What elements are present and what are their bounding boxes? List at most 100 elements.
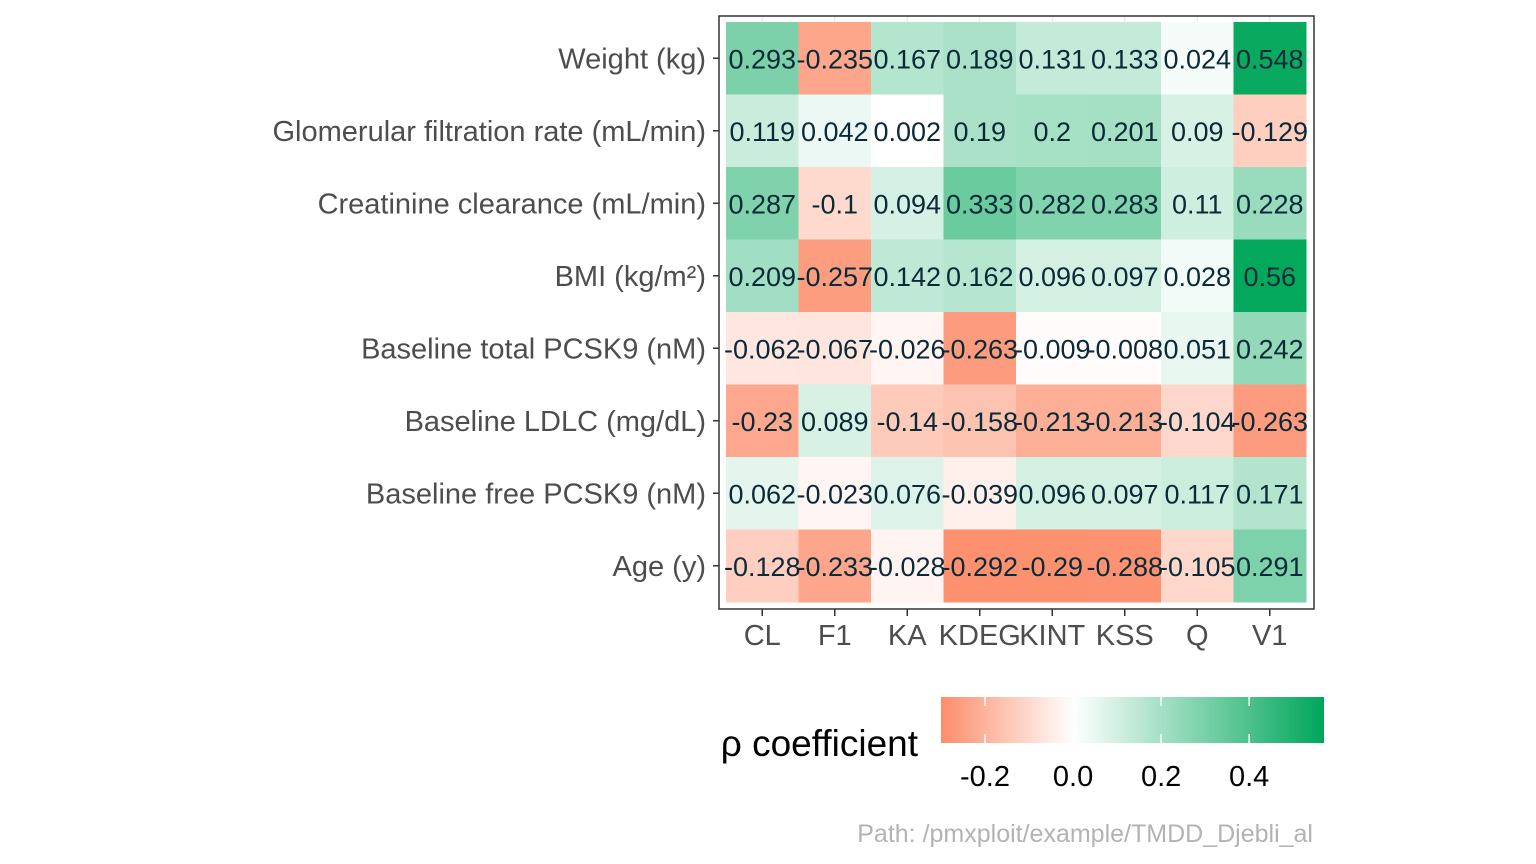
heatmap-cell <box>726 167 799 240</box>
heatmap-cell <box>726 457 799 530</box>
legend-tick-label: -0.2 <box>960 761 1010 793</box>
heatmap-cell <box>871 94 944 168</box>
heatmap-cell <box>798 457 872 530</box>
cell-value-label: -0.158 <box>941 407 1018 437</box>
cell-value-label: -0.128 <box>724 552 801 582</box>
cell-value-label: 0.028 <box>1163 262 1231 292</box>
cell-value-label: 0.089 <box>801 407 869 437</box>
heatmap-cell <box>1016 312 1089 385</box>
cell-value-label: 0.189 <box>946 44 1014 74</box>
cell-value-label: -0.1 <box>811 189 858 219</box>
heatmap-cell <box>1161 22 1234 95</box>
legend-tick-label: 0.4 <box>1229 761 1269 793</box>
legend-ticks: -0.2 0.0 0.2 0.4 <box>960 697 1269 793</box>
cell-value-label: 0.094 <box>873 189 941 219</box>
cell-value-label: 0.228 <box>1236 189 1304 219</box>
cell-value-label: 0.171 <box>1236 479 1304 509</box>
cell-value-label: 0.333 <box>946 189 1014 219</box>
heatmap-cell <box>1088 312 1162 385</box>
heatmap-cell <box>798 239 872 313</box>
cell-value-label: 0.051 <box>1163 334 1231 364</box>
x-tick-label: Q <box>1186 620 1209 652</box>
heatmap-cell <box>1088 167 1162 240</box>
cell-value-label: 0.167 <box>873 44 941 74</box>
heatmap-cell <box>943 22 1017 95</box>
heatmap-cell <box>1161 457 1234 530</box>
cell-value-label: 0.119 <box>729 117 795 147</box>
heatmap-cell <box>871 529 944 603</box>
cell-value-label: 0.282 <box>1018 189 1086 219</box>
cell-value-label: 0.062 <box>728 479 796 509</box>
cell-value-label: -0.023 <box>796 479 873 509</box>
heatmap-cell <box>943 239 1017 313</box>
cell-value-label: 0.209 <box>728 262 796 292</box>
heatmap-cell <box>943 312 1017 385</box>
legend-title: ρ coefficient <box>721 723 919 764</box>
heatmap-cell <box>798 529 872 603</box>
panel-grid <box>761 16 1271 22</box>
x-tick-label: F1 <box>818 620 852 652</box>
cell-value-label: -0.233 <box>796 552 873 582</box>
heatmap-cell <box>871 312 944 385</box>
heatmap-cell <box>726 22 799 95</box>
heatmap-cell <box>1233 457 1307 530</box>
legend-colorbar <box>941 697 1324 743</box>
y-tick-label: Baseline total PCSK9 (nM) <box>361 333 706 365</box>
heatmap-cell <box>1016 384 1089 458</box>
heatmap-cell <box>943 167 1017 240</box>
heatmap-cell <box>943 384 1017 458</box>
cell-value-label: 0.11 <box>1172 189 1223 219</box>
cell-value-label: -0.292 <box>941 552 1018 582</box>
y-tick-label: Glomerular filtration rate (mL/min) <box>273 116 707 148</box>
heatmap-cell <box>1161 529 1234 603</box>
heatmap-cell <box>798 384 872 458</box>
cell-value-label: -0.257 <box>796 262 873 292</box>
heatmap-cell <box>798 167 872 240</box>
heatmap-cell <box>871 239 944 313</box>
heatmap-cell <box>1016 167 1089 240</box>
cell-value-label: -0.067 <box>796 334 873 364</box>
legend-tick-label: 0.0 <box>1053 761 1093 793</box>
legend-tick-label: 0.2 <box>1141 761 1181 793</box>
cell-value-label: 0.024 <box>1163 44 1231 74</box>
heatmap-cell <box>726 529 799 603</box>
heatmap-cell <box>798 94 872 168</box>
heatmap-cell <box>1088 22 1162 95</box>
heatmap-cell <box>943 94 1017 168</box>
heatmap-cell <box>1088 239 1162 313</box>
cell-value-label: 0.548 <box>1236 44 1304 74</box>
cell-value-label: -0.213 <box>1086 407 1163 437</box>
x-tick-label: KA <box>888 620 927 652</box>
cell-value-label: 0.201 <box>1091 117 1159 147</box>
heatmap-cell <box>871 22 944 95</box>
cell-value-label: 0.117 <box>1164 479 1230 509</box>
cell-value-label: -0.14 <box>876 407 938 437</box>
heatmap-cell <box>1233 94 1307 168</box>
y-tick-label: Weight (kg) <box>558 43 706 75</box>
y-tick-label: Creatinine clearance (mL/min) <box>318 188 706 220</box>
heatmap-cell <box>1233 384 1307 458</box>
heatmap-cell <box>1088 384 1162 458</box>
y-tick-label: Baseline LDLC (mg/dL) <box>405 406 706 438</box>
cell-value-label: 0.2 <box>1033 117 1071 147</box>
heatmap-cell <box>726 384 799 458</box>
heatmap-cell <box>798 22 872 95</box>
heatmap-cell <box>1161 167 1234 240</box>
heatmap-cell <box>1016 94 1089 168</box>
cell-value-label: 0.09 <box>1171 117 1224 147</box>
heatmap-cell <box>1161 239 1234 313</box>
cell-value-label: 0.076 <box>873 479 941 509</box>
cell-value-label: -0.105 <box>1159 552 1236 582</box>
cell-value-label: 0.096 <box>1018 262 1086 292</box>
x-tick-label: KDEG <box>939 620 1021 652</box>
heatmap-cell <box>1161 312 1234 385</box>
heatmap-cell <box>943 457 1017 530</box>
cell-labels: 0.293 -0.235 0.167 0.189 0.131 0.133 0.024 0.54… <box>724 44 1308 582</box>
heatmap-cell <box>1161 94 1234 168</box>
cell-value-label: -0.263 <box>1231 407 1308 437</box>
cell-value-label: 0.142 <box>873 262 941 292</box>
cell-value-label: 0.19 <box>953 117 1006 147</box>
plot-caption: Path: /pmxploit/example/TMDD_Djebli_al <box>857 820 1313 848</box>
heatmap-cell <box>1233 239 1307 313</box>
heatmap-cell <box>726 94 799 168</box>
